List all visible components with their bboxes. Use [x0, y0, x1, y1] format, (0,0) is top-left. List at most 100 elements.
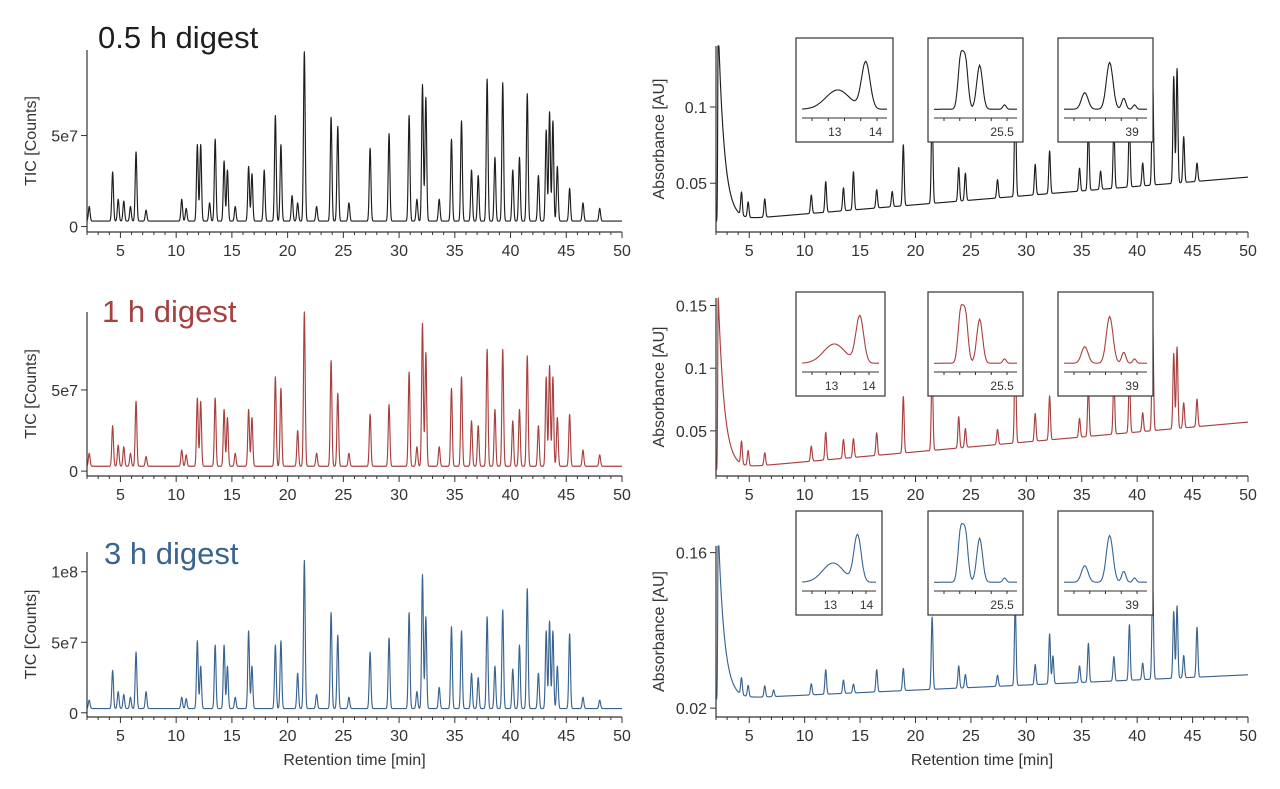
- inset-trace: [934, 522, 1017, 583]
- x-tick-label: 40: [502, 243, 520, 260]
- inset-tick-label: 25.5: [990, 379, 1014, 393]
- x-tick-label: 20: [907, 243, 925, 260]
- inset-frame: [795, 291, 886, 397]
- x-tick-label: 30: [390, 728, 408, 745]
- inset-trace: [1064, 534, 1147, 583]
- inset-trace: [802, 60, 887, 110]
- y-tick-label: 0.1: [685, 100, 707, 117]
- inset-frame: [795, 510, 883, 616]
- y-tick-label: 5e7: [51, 383, 78, 400]
- inset-zoom-1: 13 14: [795, 510, 883, 616]
- x-tick-label: 10: [167, 243, 185, 260]
- panel-title: 3 h digest: [104, 536, 239, 571]
- inset-frame: [1057, 37, 1154, 143]
- inset-trace: [802, 533, 876, 583]
- y-axis-title: Absorbance [AU]: [651, 571, 668, 692]
- x-tick-label: 5: [745, 487, 754, 504]
- y-tick-label: 0.02: [676, 701, 707, 718]
- inset-tick-label: 39: [1125, 125, 1139, 139]
- x-tick-label: 40: [502, 487, 520, 504]
- inset-trace: [802, 314, 879, 364]
- x-tick-label: 35: [1073, 487, 1091, 504]
- x-tick-label: 10: [796, 728, 814, 745]
- inset-tick-label: 25.5: [990, 598, 1014, 612]
- inset-zoom-2: 25.5: [927, 291, 1024, 397]
- y-tick-label: 0.05: [676, 176, 707, 193]
- x-tick-label: 5: [116, 243, 125, 260]
- x-tick-label: 50: [1239, 728, 1257, 745]
- inset-tick-label: 14: [869, 125, 883, 139]
- inset-zoom-2: 25.5: [927, 37, 1024, 143]
- x-tick-label: 10: [167, 487, 185, 504]
- y-tick-label: 5e7: [51, 129, 78, 146]
- x-tick-label: 50: [613, 243, 631, 260]
- y-tick-label: 0: [69, 706, 78, 723]
- y-axis-title: TIC [Counts]: [23, 96, 40, 186]
- x-tick-label: 5: [116, 487, 125, 504]
- series-line: [86, 51, 623, 222]
- inset-tick-label: 25.5: [990, 125, 1014, 139]
- x-tick-label: 30: [1017, 243, 1035, 260]
- x-tick-label: 25: [334, 487, 352, 504]
- x-tick-label: 35: [1073, 243, 1091, 260]
- inset-trace: [1064, 61, 1147, 110]
- panel-abs-3h: 5 10 15 20 25 30 35 40 45 50 0.02 0.16 Absorbance [A…: [651, 510, 1257, 769]
- y-axis-title: TIC [Counts]: [23, 349, 40, 439]
- x-tick-label: 15: [223, 243, 241, 260]
- x-tick-label: 25: [334, 243, 352, 260]
- x-tick-label: 50: [1239, 243, 1257, 260]
- y-tick-label: 0.1: [685, 361, 707, 378]
- x-tick-label: 15: [851, 487, 869, 504]
- x-tick-label: 10: [796, 487, 814, 504]
- x-tick-label: 35: [1073, 728, 1091, 745]
- series-line: [715, 545, 1249, 700]
- x-tick-label: 10: [796, 243, 814, 260]
- x-tick-label: 35: [446, 728, 464, 745]
- x-tick-label: 25: [962, 243, 980, 260]
- x-tick-label: 5: [116, 728, 125, 745]
- x-tick-label: 10: [167, 728, 185, 745]
- x-tick-label: 20: [279, 243, 297, 260]
- x-axis-title: Retention time [min]: [283, 752, 425, 769]
- inset-tick-label: 13: [828, 125, 842, 139]
- inset-tick-label: 13: [825, 379, 839, 393]
- x-tick-label: 5: [745, 728, 754, 745]
- inset-trace: [934, 303, 1017, 364]
- x-tick-label: 40: [1128, 728, 1146, 745]
- x-tick-label: 45: [557, 728, 575, 745]
- inset-zoom-3: 39: [1057, 291, 1154, 397]
- x-tick-label: 50: [1239, 487, 1257, 504]
- y-axis-title: TIC [Counts]: [23, 590, 40, 680]
- panel-title: 0.5 h digest: [98, 20, 259, 55]
- x-tick-label: 50: [613, 487, 631, 504]
- panel-abs-1h: 5 10 15 20 25 30 35 40 45 50 0.05 0.1 0.15 Absorbance…: [651, 291, 1257, 504]
- x-tick-label: 45: [1184, 728, 1202, 745]
- inset-tick-label: 14: [862, 379, 876, 393]
- inset-zoom-1: 13 14: [795, 291, 886, 397]
- inset-tick-label: 39: [1125, 379, 1139, 393]
- x-tick-label: 25: [962, 487, 980, 504]
- y-tick-label: 0: [69, 220, 78, 237]
- y-tick-label: 0.05: [676, 424, 707, 441]
- x-tick-label: 20: [279, 487, 297, 504]
- panel-tic-1h: 5 10 15 20 25 30 35 40 45 50 0 5e7 TIC [Counts] 1 h d…: [23, 294, 631, 504]
- x-tick-label: 30: [1017, 728, 1035, 745]
- x-tick-label: 15: [851, 728, 869, 745]
- x-tick-label: 50: [613, 728, 631, 745]
- y-axis-title: Absorbance [AU]: [651, 327, 668, 448]
- series-line: [715, 297, 1249, 471]
- x-tick-label: 5: [745, 243, 754, 260]
- x-tick-label: 15: [851, 243, 869, 260]
- x-tick-label: 20: [279, 728, 297, 745]
- x-tick-label: 20: [907, 728, 925, 745]
- x-tick-label: 45: [1184, 243, 1202, 260]
- inset-zoom-3: 39: [1057, 510, 1154, 616]
- x-tick-label: 40: [1128, 487, 1146, 504]
- panel-abs-0.5h: 5 10 15 20 25 30 35 40 45 50 0.05 0.1 Absorbance [AU…: [651, 37, 1257, 260]
- y-tick-label: 0: [69, 464, 78, 481]
- x-tick-label: 35: [446, 487, 464, 504]
- inset-tick-label: 14: [860, 598, 874, 612]
- y-tick-label: 0.16: [676, 546, 707, 563]
- y-tick-label: 1e8: [51, 565, 78, 582]
- x-tick-label: 25: [962, 728, 980, 745]
